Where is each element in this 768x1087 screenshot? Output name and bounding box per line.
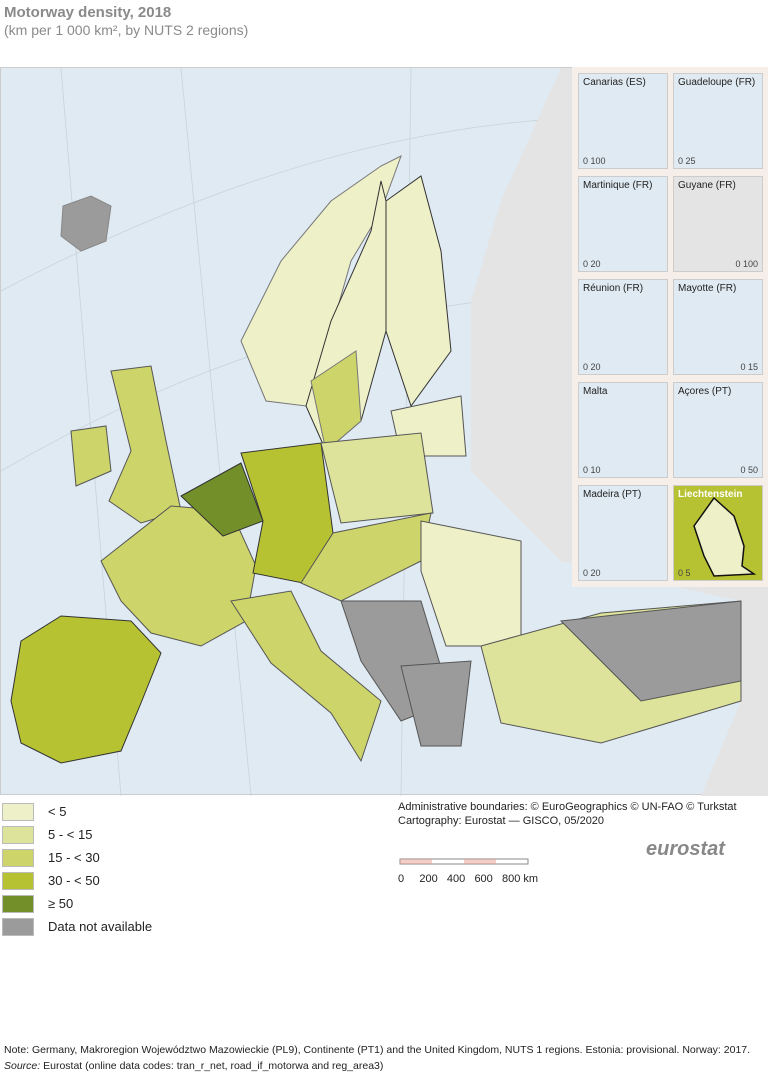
legend-label: Data not available <box>48 919 153 934</box>
inset-martinique: Martinique (FR) 0 20 <box>578 176 668 272</box>
inset-malta: Malta 0 10 <box>578 382 668 478</box>
scale-bar-labels: 0 200 400 600 800 km <box>398 873 539 885</box>
inset-reunion: Réunion (FR) 0 20 <box>578 279 668 375</box>
inset-label: Canarias (ES) <box>583 77 646 88</box>
inset-madeira: Madeira (PT) 0 20 <box>578 485 668 581</box>
region-greece <box>400 660 472 747</box>
legend-label: 30 - < 50 <box>48 873 100 888</box>
source-text: Eurostat (online data codes: tran_r_net,… <box>40 1060 384 1072</box>
inset-liechtenstein: Liechtenstein 0 5 <box>673 485 763 581</box>
source-label: Source: <box>4 1060 41 1072</box>
inset-scale: 0 50 <box>740 465 758 475</box>
inset-guadeloupe: Guadeloupe (FR) 0 25 <box>673 73 763 169</box>
credits: Administrative boundaries: © EuroGeograp… <box>398 800 737 828</box>
inset-label: Mayotte (FR) <box>678 283 737 294</box>
footer-note: Note: Germany, Makroregion Województwo M… <box>4 1044 751 1056</box>
inset-scale: 0 20 <box>583 362 601 372</box>
legend-item: 30 - < 50 <box>2 869 152 892</box>
region-ireland <box>70 425 112 487</box>
inset-scale: 0 20 <box>583 259 601 269</box>
inset-scale: 0 10 <box>583 465 601 475</box>
inset-label: Guadeloupe (FR) <box>678 77 756 88</box>
inset-scale: 0 100 <box>735 259 758 269</box>
legend-label: ≥ 50 <box>48 896 74 911</box>
inset-acores: Açores (PT) 0 50 <box>673 382 763 478</box>
inset-mayotte: Mayotte (FR) 0 15 <box>673 279 763 375</box>
legend-label: < 5 <box>48 804 67 819</box>
inset-guyane: Guyane (FR) 0 100 <box>673 176 763 272</box>
legend-item: < 5 <box>2 800 152 823</box>
inset-label: Açores (PT) <box>678 386 732 397</box>
eurostat-logo: eurostat <box>646 838 725 860</box>
region-romania-bulgaria <box>420 520 522 647</box>
region-turkey-na <box>559 600 742 702</box>
legend-item: ≥ 50 <box>2 892 152 915</box>
inset-panel: Canarias (ES) 0 100 Guadeloupe (FR) 0 25 M… <box>572 67 768 587</box>
region-finland <box>385 175 452 408</box>
legend-item: 15 - < 30 <box>2 846 152 869</box>
inset-label: Guyane (FR) <box>678 180 736 191</box>
credits-boundaries: Administrative boundaries: © EuroGeograp… <box>398 801 737 813</box>
inset-canarias: Canarias (ES) 0 100 <box>578 73 668 169</box>
inset-scale: 0 25 <box>678 156 696 166</box>
scale-bar: 0 200 400 600 800 km <box>398 858 538 885</box>
map-subtitle: (km per 1 000 km², by NUTS 2 regions) <box>4 22 249 38</box>
inset-scale: 0 100 <box>583 156 606 166</box>
legend-label: 15 - < 30 <box>48 850 100 865</box>
map-title: Motorway density, 2018 <box>4 4 172 21</box>
inset-scale: 0 15 <box>740 362 758 372</box>
iceland <box>60 195 112 252</box>
region-iberia <box>10 615 162 764</box>
region-uk <box>108 365 182 524</box>
inset-label: Martinique (FR) <box>583 180 653 191</box>
region-poland <box>320 432 434 524</box>
inset-label: Liechtenstein <box>678 489 743 500</box>
inset-scale: 0 5 <box>678 568 691 578</box>
region-sweden-south <box>310 350 362 452</box>
liechtenstein-shape <box>693 496 757 577</box>
inset-scale: 0 20 <box>583 568 601 578</box>
legend-label: 5 - < 15 <box>48 827 93 842</box>
inset-label: Réunion (FR) <box>583 283 644 294</box>
inset-label: Malta <box>583 386 608 397</box>
legend-item: 5 - < 15 <box>2 823 152 846</box>
legend-item: Data not available <box>2 915 152 938</box>
scale-bar-graphic <box>399 858 529 865</box>
inset-label: Madeira (PT) <box>583 489 642 500</box>
credits-cartography: Cartography: Eurostat — GISCO, 05/2020 <box>398 815 605 827</box>
region-italy <box>230 590 382 763</box>
legend: < 5 5 - < 15 15 - < 30 30 - < 50 ≥ 50 Da… <box>2 800 152 938</box>
footer: Note: Germany, Makroregion Województwo M… <box>4 1043 754 1073</box>
